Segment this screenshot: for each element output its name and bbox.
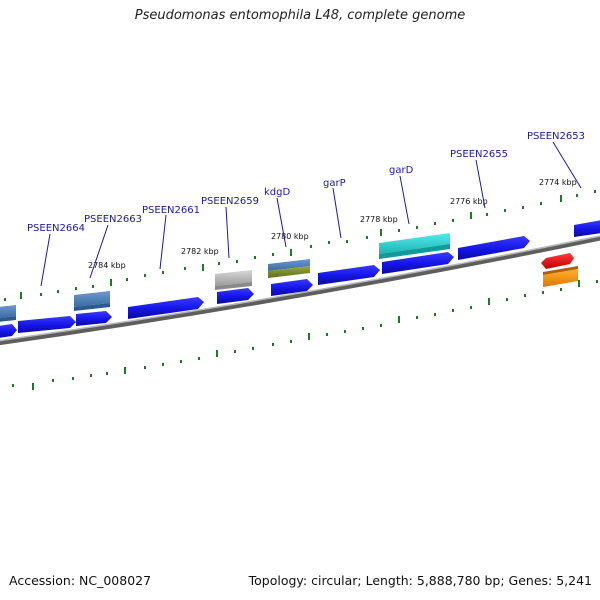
gene-labels: PSEEN2664 PSEEN2663 PSEEN2661 PSEEN2659 … xyxy=(27,131,585,234)
cds-arrow[interactable] xyxy=(318,265,380,285)
gene-label-pseen2661[interactable]: PSEEN2661 xyxy=(142,205,200,216)
gene-label-pseen2663[interactable]: PSEEN2663 xyxy=(84,214,142,225)
gene-feature-side xyxy=(0,316,16,322)
accession-label: Accession: NC_008027 xyxy=(9,573,152,588)
kbp-scale-labels: 2784 kbp 2782 kbp 2780 kbp 2778 kbp 2776… xyxy=(88,178,577,270)
kbp-label: 2774 kbp xyxy=(539,178,577,187)
cds-arrow[interactable] xyxy=(217,288,254,304)
gene-feature-side xyxy=(74,303,110,311)
cds-arrow[interactable] xyxy=(574,220,600,237)
gene-feature-side xyxy=(379,244,450,259)
cds-arrow[interactable] xyxy=(76,311,112,326)
gene-feature[interactable] xyxy=(379,233,450,254)
gene-feature[interactable] xyxy=(0,305,16,318)
cds-arrow[interactable] xyxy=(128,297,204,319)
gene-label-pseen2659[interactable]: PSEEN2659 xyxy=(201,196,259,207)
kbp-label: 2780 kbp xyxy=(271,232,309,241)
cds-arrow[interactable] xyxy=(382,252,454,274)
cds-arrow[interactable] xyxy=(271,279,313,296)
kbp-label: 2778 kbp xyxy=(360,215,398,224)
gene-label-kdgd[interactable]: kdgD xyxy=(264,187,290,198)
gene-feature-side xyxy=(543,266,578,275)
inner-tick-ring xyxy=(12,280,598,390)
label-leader-lines xyxy=(40,141,582,287)
inner-track-features xyxy=(541,253,578,287)
kbp-label: 2784 kbp xyxy=(88,261,126,270)
gene-label-pseen2653[interactable]: PSEEN2653 xyxy=(527,131,585,142)
gene-feature[interactable] xyxy=(74,291,110,307)
outer-tick-ring xyxy=(4,190,596,301)
cds-arrow[interactable] xyxy=(0,324,17,338)
genome-summary: Topology: circular; Length: 5,888,780 bp… xyxy=(248,573,592,588)
gene-label-pseen2655[interactable]: PSEEN2655 xyxy=(450,149,508,160)
gene-feature[interactable] xyxy=(215,270,252,286)
kbp-label: 2782 kbp xyxy=(181,247,219,256)
gene-label-garp[interactable]: garP xyxy=(323,178,346,189)
gene-feature-side xyxy=(215,282,252,290)
cds-arrow[interactable] xyxy=(18,316,76,333)
gene-feature[interactable] xyxy=(268,259,310,271)
cds-arrows xyxy=(0,220,600,338)
gene-label-gard[interactable]: garD xyxy=(389,165,414,176)
gene-label-pseen2664[interactable]: PSEEN2664 xyxy=(27,223,85,234)
genome-backbone xyxy=(0,235,600,346)
gene-feature[interactable] xyxy=(541,253,574,269)
genome-backbone-highlight xyxy=(0,235,600,342)
kbp-label: 2776 kbp xyxy=(450,197,488,206)
gene-feature[interactable] xyxy=(268,266,310,278)
map-title: Pseudomonas entomophila L48, complete ge… xyxy=(134,8,466,23)
cds-arrow[interactable] xyxy=(458,236,530,260)
outer-track-genes xyxy=(0,233,450,322)
